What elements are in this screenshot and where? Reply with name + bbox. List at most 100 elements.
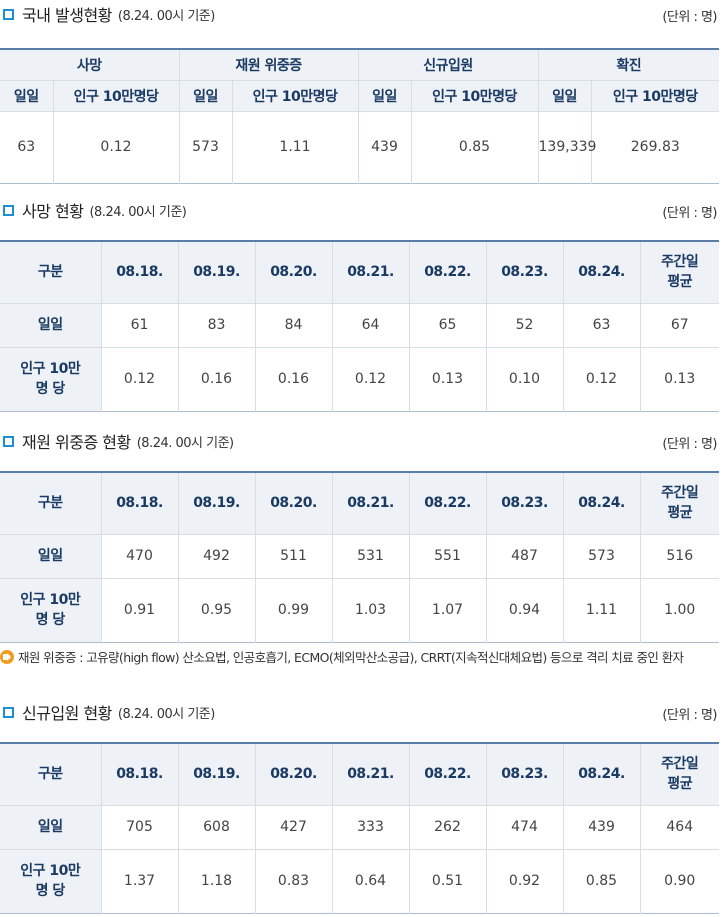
table-cell: 516 xyxy=(640,533,719,578)
column-header: 08.18. xyxy=(101,743,179,805)
table-cell: 439 xyxy=(358,110,412,183)
table-cell: 1.07 xyxy=(409,577,487,642)
row-label-per-100k: 인구 10만 명 당 xyxy=(0,346,102,411)
table-cell: 0.83 xyxy=(255,848,333,913)
column-header: 08.20. xyxy=(255,241,333,303)
table-cell: 0.51 xyxy=(409,848,487,913)
group-header-deaths: 사망 xyxy=(0,49,180,80)
table-cell: 0.95 xyxy=(178,577,256,642)
table-cell: 262 xyxy=(409,804,487,849)
column-header: 08.24. xyxy=(563,743,641,805)
unit-label: (단위 : 명) xyxy=(662,206,717,221)
row-label-daily: 일일 xyxy=(0,804,102,849)
table-cell: 0.90 xyxy=(640,848,719,913)
table-cell: 608 xyxy=(178,804,256,849)
column-header: 08.19. xyxy=(178,743,256,805)
table-cell: 1.37 xyxy=(101,848,179,913)
table-cell: 0.92 xyxy=(486,848,564,913)
table-cell: 0.64 xyxy=(332,848,410,913)
column-header: 08.20. xyxy=(255,743,333,805)
table-cell: 1.11 xyxy=(563,577,641,642)
column-header: 08.23. xyxy=(486,241,564,303)
column-header: 08.21. xyxy=(332,743,410,805)
group-header-confirmed: 확진 xyxy=(538,49,720,80)
column-header: 08.24. xyxy=(563,241,641,303)
section-title-deaths: 사망 현황 (8.24. 00시 기준) xyxy=(0,198,187,222)
table-cell: 0.12 xyxy=(53,110,180,183)
square-bullet-icon xyxy=(3,8,14,20)
table-cell: 573 xyxy=(179,110,233,183)
subheader: 일일 xyxy=(358,80,412,111)
section-title-domestic: 국내 발생현황 (8.24. 00시 기준) xyxy=(0,2,215,26)
table-cell: 464 xyxy=(640,804,719,849)
row-label-daily: 일일 xyxy=(0,533,102,578)
row-label-daily: 일일 xyxy=(0,302,102,347)
table-cell: 139,339 xyxy=(538,110,596,183)
table-cell: 0.16 xyxy=(255,346,333,411)
table-cell: 531 xyxy=(332,533,410,578)
column-header: 구분 xyxy=(0,241,102,303)
table-cell: 0.13 xyxy=(409,346,487,411)
table-cell: 1.18 xyxy=(178,848,256,913)
unit-label: (단위 : 명) xyxy=(662,708,717,723)
subheader: 인구 10만명당 xyxy=(232,80,359,111)
table-cell: 1.03 xyxy=(332,577,410,642)
table-cell: 0.13 xyxy=(640,346,719,411)
column-header: 08.21. xyxy=(332,241,410,303)
subheader: 인구 10만명당 xyxy=(411,80,539,111)
column-header: 주간일 평균 xyxy=(640,743,719,805)
column-header: 08.22. xyxy=(409,241,487,303)
table-cell: 63 xyxy=(563,302,641,347)
table-cell: 0.12 xyxy=(332,346,410,411)
table-cell: 52 xyxy=(486,302,564,347)
column-header: 구분 xyxy=(0,472,102,534)
table-cell: 269.83 xyxy=(591,110,720,183)
column-header: 주간일 평균 xyxy=(640,472,719,534)
table-cell: 0.16 xyxy=(178,346,256,411)
table-cell: 63 xyxy=(0,110,54,183)
table-cell: 511 xyxy=(255,533,333,578)
deaths-table: 구분 08.18. 08.19. 08.20. 08.21. 08.22. 08.23. 08… xyxy=(0,240,719,412)
column-header: 08.23. xyxy=(486,472,564,534)
column-header: 08.23. xyxy=(486,743,564,805)
speaker-icon xyxy=(0,650,14,664)
table-cell: 0.12 xyxy=(563,346,641,411)
table-cell: 0.91 xyxy=(101,577,179,642)
subheader: 일일 xyxy=(0,80,54,111)
subheader: 일일 xyxy=(538,80,592,111)
row-label-per-100k: 인구 10만 명 당 xyxy=(0,577,102,642)
table-cell: 333 xyxy=(332,804,410,849)
column-header: 08.18. xyxy=(101,241,179,303)
column-header: 08.21. xyxy=(332,472,410,534)
column-header: 08.24. xyxy=(563,472,641,534)
table-cell: 0.12 xyxy=(101,346,179,411)
table-cell: 65 xyxy=(409,302,487,347)
section-title-critical: 재원 위중증 현황 (8.24. 00시 기준) xyxy=(0,429,234,453)
table-cell: 0.85 xyxy=(563,848,641,913)
table-cell: 84 xyxy=(255,302,333,347)
column-header: 08.20. xyxy=(255,472,333,534)
column-header: 주간일 평균 xyxy=(640,241,719,303)
table-cell: 83 xyxy=(178,302,256,347)
column-header: 08.22. xyxy=(409,472,487,534)
column-header: 구분 xyxy=(0,743,102,805)
group-header-critical: 재원 위중증 xyxy=(179,49,359,80)
critical-table: 구분 08.18. 08.19. 08.20. 08.21. 08.22. 08.23. 08… xyxy=(0,471,719,643)
table-cell: 439 xyxy=(563,804,641,849)
column-header: 08.19. xyxy=(178,241,256,303)
table-cell: 0.94 xyxy=(486,577,564,642)
row-label-per-100k: 인구 10만 명 당 xyxy=(0,848,102,913)
domestic-summary-table: 사망 재원 위중증 신규입원 확진 일일 인구 10만명당 일일 인구 10만명… xyxy=(0,48,720,184)
square-bullet-icon xyxy=(3,706,14,718)
table-cell: 487 xyxy=(486,533,564,578)
table-cell: 470 xyxy=(101,533,179,578)
column-header: 08.19. xyxy=(178,472,256,534)
subheader: 일일 xyxy=(179,80,233,111)
table-cell: 474 xyxy=(486,804,564,849)
subheader: 인구 10만명당 xyxy=(591,80,720,111)
table-cell: 0.85 xyxy=(411,110,539,183)
table-cell: 551 xyxy=(409,533,487,578)
table-cell: 64 xyxy=(332,302,410,347)
group-header-admissions: 신규입원 xyxy=(358,49,539,80)
critical-note: 재원 위중증 : 고유량(high flow) 산소요법, 인공호흡기, ECM… xyxy=(0,650,715,666)
